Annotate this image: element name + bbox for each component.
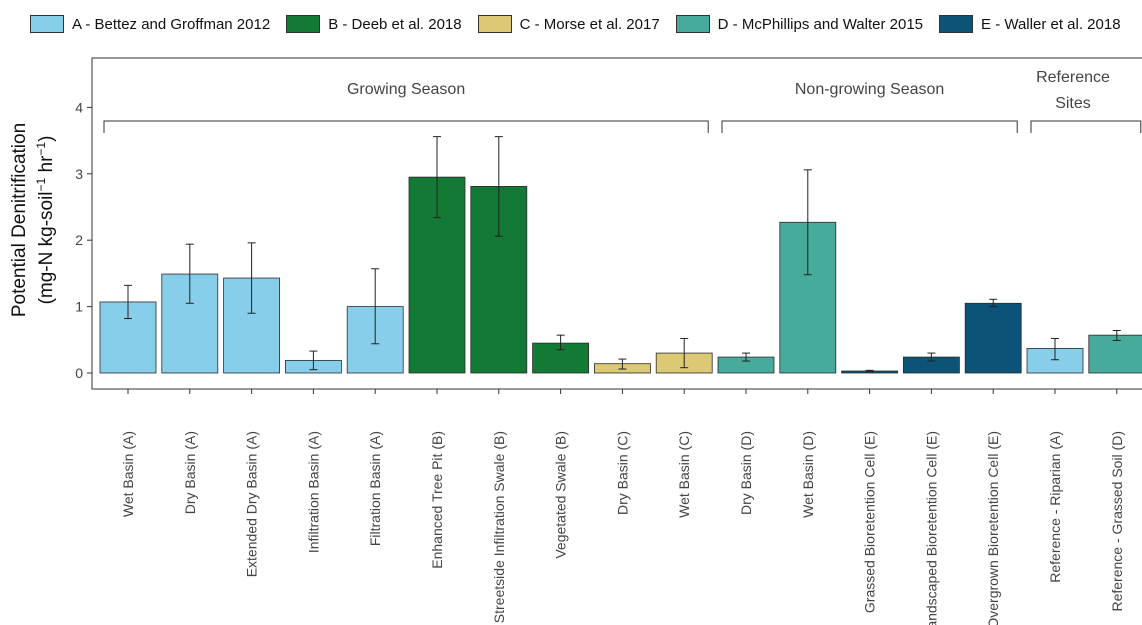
x-tick-label: Reference - Grassed Soil (D) bbox=[1109, 431, 1125, 612]
bar bbox=[1088, 334, 1142, 374]
legend-item-e: E - Waller et al. 2018 bbox=[939, 15, 1121, 33]
group-bracket bbox=[721, 120, 1018, 133]
y-tick-label: 1 bbox=[75, 299, 83, 315]
y-tick-label: 3 bbox=[75, 166, 83, 182]
y-axis-unit: (mg-N kg-soil−1 hr−1) bbox=[34, 136, 57, 305]
y-tick-label: 4 bbox=[75, 99, 83, 115]
x-tick-label: Grassed Bioretention Cell (E) bbox=[862, 431, 878, 613]
group-label: Non-growing Season bbox=[795, 81, 944, 98]
x-tick-label: Enhanced Tree Pit (B) bbox=[429, 431, 445, 569]
legend-swatch bbox=[477, 15, 512, 33]
x-tick-label: Wet Basin (A) bbox=[120, 431, 136, 517]
group-label: Growing Season bbox=[347, 81, 465, 98]
group-label: Sites bbox=[1055, 95, 1091, 112]
legend-item-a: A - Bettez and Groffman 2012 bbox=[30, 15, 270, 33]
group-label: Reference bbox=[1036, 69, 1110, 86]
y-unit-part-2: hr bbox=[36, 155, 57, 178]
x-tick-label: Reference - Riparian (A) bbox=[1047, 431, 1063, 583]
legend-label: A - Bettez and Groffman 2012 bbox=[72, 15, 271, 33]
x-tick-label: Vegetated Swale (B) bbox=[553, 431, 569, 559]
legend-label: C - Morse et al. 2017 bbox=[519, 15, 660, 33]
legend-label: E - Waller et al. 2018 bbox=[981, 15, 1121, 33]
legend-item-c: C - Morse et al. 2017 bbox=[477, 15, 660, 33]
y-axis-title: Potential Denitrification bbox=[9, 123, 30, 317]
x-tick-label: Dry Basin (D) bbox=[738, 431, 754, 515]
x-tick-label: Dry Basin (A) bbox=[182, 431, 198, 514]
y-unit-superscript-2: −1 bbox=[34, 142, 48, 156]
x-tick-label: Landscaped Bioretention Cell (E) bbox=[923, 431, 939, 625]
group-bracket bbox=[1030, 120, 1142, 133]
x-tick-label: Filtration Basin (A) bbox=[367, 431, 383, 546]
legend-swatch bbox=[939, 15, 974, 33]
legend-item-d: D - McPhillips and Walter 2015 bbox=[675, 15, 924, 33]
y-tick-label: 2 bbox=[75, 232, 83, 248]
legend-item-b: B - Deeb et al. 2018 bbox=[286, 15, 462, 33]
legend: A - Bettez and Groffman 2012 B - Deeb et … bbox=[30, 10, 1137, 38]
x-tick-label: Extended Dry Basin (A) bbox=[244, 431, 260, 577]
x-tick-label: Overgrown Bioretention Cell (E) bbox=[985, 431, 1001, 625]
legend-swatch bbox=[30, 15, 64, 33]
x-tick-label: Dry Basin (C) bbox=[614, 431, 630, 515]
y-unit-superscript-1: −1 bbox=[34, 177, 48, 191]
x-tick-label: Wet Basin (D) bbox=[800, 431, 816, 518]
plot-area: 0 1 2 3 4 Wet Basin (A) Dry Basin (A) Extended … bbox=[75, 57, 1142, 625]
y-unit-part-3: ) bbox=[36, 136, 57, 142]
legend-swatch bbox=[286, 15, 321, 33]
x-tick-label: Infiltration Basin (A) bbox=[305, 431, 321, 553]
bar bbox=[964, 302, 1022, 374]
legend-label: D - McPhillips and Walter 2015 bbox=[717, 15, 924, 33]
legend-label: B - Deeb et al. 2018 bbox=[328, 15, 462, 33]
y-unit-part-1: (mg-N kg-soil bbox=[36, 191, 57, 304]
plot-border bbox=[91, 57, 1142, 390]
legend-swatch bbox=[675, 15, 710, 33]
group-bracket bbox=[103, 120, 709, 133]
x-tick-label: Wet Basin (C) bbox=[676, 431, 692, 518]
x-tick-label: Streetside Infiltration Swale (B) bbox=[491, 431, 507, 623]
y-tick-label: 0 bbox=[75, 365, 83, 381]
